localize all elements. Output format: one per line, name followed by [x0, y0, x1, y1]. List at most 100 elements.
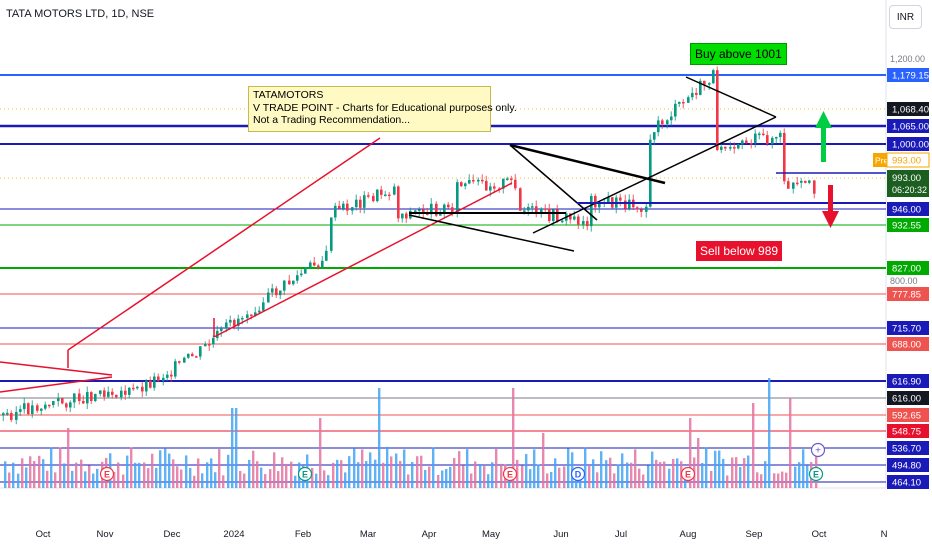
candle-body	[195, 356, 198, 358]
price-level-value: 548.75	[892, 427, 921, 438]
volume-bar	[773, 473, 776, 488]
volume-bar	[710, 470, 713, 488]
volume-bar	[180, 469, 183, 488]
candle-body	[447, 204, 450, 208]
x-tick-label: Oct	[812, 529, 827, 540]
x-tick-label: Dec	[164, 529, 181, 540]
volume-bar	[269, 469, 272, 488]
trend-line	[408, 214, 575, 252]
candle-body	[52, 401, 55, 406]
candle-body	[183, 357, 186, 363]
volume-bar	[600, 451, 603, 488]
candle-body	[292, 280, 295, 285]
volume-bar	[584, 447, 587, 488]
candle-body	[783, 132, 786, 182]
drawings	[0, 76, 886, 393]
candle-body	[304, 267, 307, 274]
volume-bar	[84, 471, 87, 488]
price-level-value: 464.10	[892, 478, 921, 489]
volume-bar	[290, 461, 293, 488]
volume-bar	[495, 448, 498, 488]
currency-button[interactable]: INR	[889, 5, 922, 29]
x-tick-label: Apr	[422, 529, 437, 540]
volume-bar	[319, 418, 322, 488]
candle-body	[439, 214, 442, 216]
volume-bar	[735, 457, 738, 488]
candle-body	[128, 387, 131, 395]
volume-bar	[332, 462, 335, 488]
candle-body	[737, 144, 740, 149]
volume-bar	[453, 458, 456, 488]
price-level-value: 1,000.00	[892, 140, 929, 151]
candle-body	[754, 133, 757, 144]
event-marker: D	[570, 466, 586, 482]
volume-bar	[281, 457, 284, 488]
countdown-value: 06:20:32	[892, 185, 927, 195]
candle-body	[430, 203, 433, 215]
candle-body	[716, 70, 719, 150]
volume-bar	[760, 474, 763, 488]
candle-body	[464, 183, 467, 187]
volume-bar	[277, 471, 280, 488]
volume-bar	[563, 466, 566, 488]
volume-bar	[239, 470, 242, 488]
candle-body	[586, 221, 589, 227]
candle-body	[136, 386, 139, 389]
candle-body	[279, 290, 282, 296]
volume-bar	[428, 466, 431, 488]
candle-body	[477, 179, 480, 182]
event-marker-label: E	[302, 470, 308, 480]
volume-bar	[441, 470, 444, 488]
volume-bar	[768, 378, 771, 488]
candle-body	[262, 302, 265, 311]
volume-bar	[235, 408, 238, 488]
candle-body	[246, 314, 249, 318]
candle-body	[57, 398, 60, 402]
volume-bar	[311, 467, 314, 488]
volume-bar	[369, 452, 372, 488]
volume-bar	[596, 472, 599, 488]
trend-line	[685, 76, 777, 118]
candle-body	[90, 392, 93, 401]
volume-bar	[227, 454, 230, 488]
candle-body	[771, 137, 774, 144]
volume-bar	[689, 418, 692, 488]
volume-bar	[336, 459, 339, 488]
volume-bar	[537, 464, 540, 488]
volume-bar	[155, 467, 158, 488]
candle-body	[653, 132, 656, 140]
volume-bar	[374, 459, 377, 488]
volume-bar	[59, 447, 62, 488]
candle-body	[178, 361, 181, 363]
candle-body	[48, 404, 51, 407]
volume-bar	[550, 471, 553, 488]
volume-bar	[529, 469, 532, 488]
candle-body	[800, 180, 803, 183]
volume-bar	[659, 462, 662, 488]
candle-body	[296, 275, 299, 281]
candle-body	[120, 390, 123, 398]
candle-body	[460, 182, 463, 187]
volume-bar	[613, 473, 616, 488]
event-marker-label: E	[685, 470, 691, 480]
event-marker: E	[680, 466, 696, 482]
x-tick-label: Oct	[36, 529, 51, 540]
candle-body	[556, 209, 559, 222]
candle-body	[775, 137, 778, 139]
candle-body	[191, 353, 194, 357]
price-level-value: 494.80	[892, 461, 921, 472]
volume-bar	[197, 458, 200, 488]
event-marker: E	[808, 466, 824, 482]
volume-bar	[718, 450, 721, 488]
volume-bar	[243, 473, 246, 488]
price-level-value: 932.55	[892, 221, 921, 232]
event-marker: E	[99, 466, 115, 482]
volume-bar	[378, 388, 381, 488]
volume-bar	[12, 462, 15, 488]
volume-bar	[642, 474, 645, 488]
volume-bar	[252, 450, 255, 488]
candle-body	[23, 403, 26, 410]
candle-body	[624, 200, 627, 209]
